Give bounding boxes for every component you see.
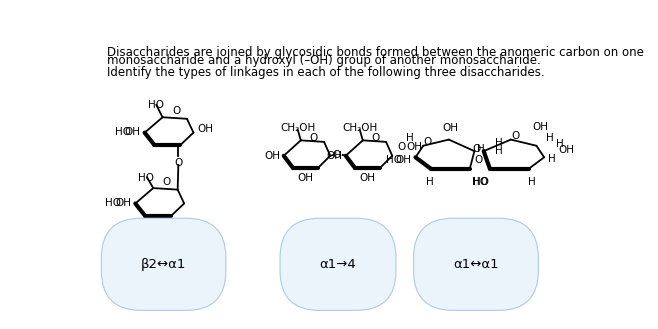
Text: monosaccharide and a hydroxyl (–OH) group of another monosaccharide.: monosaccharide and a hydroxyl (–OH) grou… bbox=[107, 54, 541, 67]
Text: H: H bbox=[426, 177, 434, 187]
Text: H: H bbox=[528, 177, 536, 187]
Text: HO: HO bbox=[473, 177, 489, 187]
Text: HO: HO bbox=[147, 100, 164, 110]
Text: O: O bbox=[309, 133, 317, 143]
Text: O: O bbox=[472, 144, 480, 154]
Text: OH: OH bbox=[406, 142, 422, 152]
Text: H: H bbox=[478, 144, 485, 154]
Text: OH: OH bbox=[197, 124, 213, 134]
Text: OH: OH bbox=[532, 122, 548, 132]
Text: H: H bbox=[556, 139, 563, 149]
Text: O: O bbox=[172, 107, 180, 116]
Text: OH: OH bbox=[359, 173, 376, 184]
Text: CH₂OH: CH₂OH bbox=[342, 123, 377, 134]
Text: OH: OH bbox=[150, 222, 166, 232]
Text: H: H bbox=[495, 139, 503, 148]
Text: HO: HO bbox=[138, 173, 154, 183]
Text: O: O bbox=[424, 137, 432, 147]
Text: OH: OH bbox=[265, 151, 281, 161]
Text: H: H bbox=[545, 133, 553, 143]
Text: OH: OH bbox=[326, 151, 343, 161]
Text: HO: HO bbox=[386, 155, 401, 164]
Text: H: H bbox=[548, 154, 556, 164]
Text: Disaccharides are joined by glycosidic bonds formed between the anomeric carbon : Disaccharides are joined by glycosidic b… bbox=[107, 46, 644, 59]
Text: OH: OH bbox=[297, 173, 313, 184]
Text: H: H bbox=[406, 133, 414, 143]
Text: O: O bbox=[397, 142, 405, 152]
Text: O: O bbox=[332, 150, 341, 160]
Text: OH: OH bbox=[395, 155, 412, 164]
Text: O: O bbox=[371, 133, 379, 143]
Text: α1↔α1: α1↔α1 bbox=[453, 258, 499, 271]
Text: Identify the types of linkages in each of the following three disaccharides.: Identify the types of linkages in each o… bbox=[107, 66, 545, 79]
Text: CH₂OH: CH₂OH bbox=[280, 123, 315, 134]
Text: O: O bbox=[511, 131, 520, 141]
Text: β2↔α1: β2↔α1 bbox=[141, 258, 186, 271]
Text: OH: OH bbox=[125, 127, 141, 137]
Text: HO: HO bbox=[114, 127, 131, 137]
Text: OH: OH bbox=[442, 123, 459, 133]
Text: HO: HO bbox=[472, 177, 488, 187]
Text: O: O bbox=[174, 158, 182, 168]
Text: H: H bbox=[495, 146, 503, 156]
Text: α1→4: α1→4 bbox=[320, 258, 357, 271]
Text: OH: OH bbox=[558, 144, 574, 155]
Text: OH: OH bbox=[115, 198, 132, 208]
Text: HO: HO bbox=[105, 198, 121, 208]
Text: O: O bbox=[474, 155, 482, 165]
Text: O: O bbox=[163, 177, 171, 187]
